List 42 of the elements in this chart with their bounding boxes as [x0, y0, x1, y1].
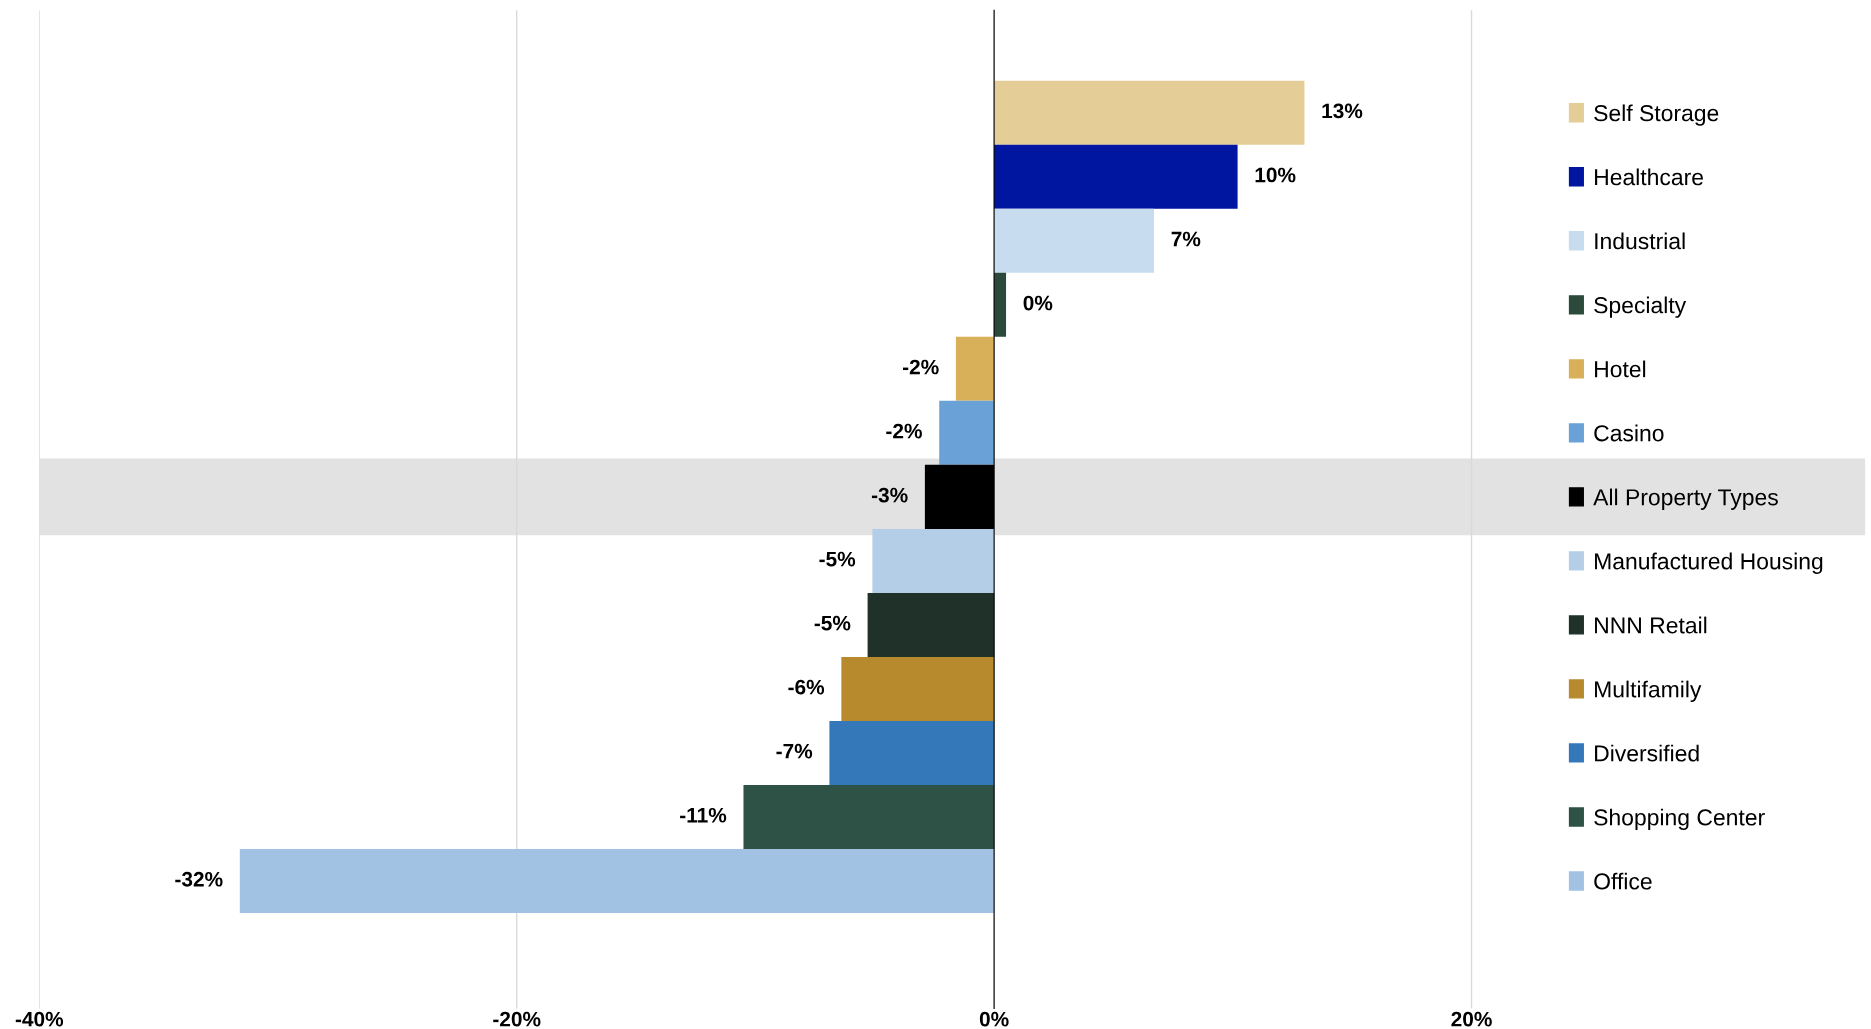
- bar: [955, 336, 995, 401]
- y-tick-label: Healthcare: [1595, 168, 1703, 186]
- y-tick-label: Hotel: [1595, 360, 1646, 378]
- y-tick-label: Manufactured Housing: [1595, 552, 1823, 574]
- y-tick-label: All Property Types: [1593, 488, 1778, 510]
- y-tick-label: Multifamily: [1595, 680, 1702, 702]
- y-tick-label: Self Storage: [1594, 104, 1719, 126]
- y-tick-label: Casino: [1594, 424, 1664, 442]
- data-label: -7%: [776, 743, 813, 759]
- y-tick-label: Office: [1594, 872, 1652, 890]
- x-tick-label: -40%: [15, 1011, 64, 1027]
- y-tick-label: Shopping Center: [1594, 808, 1765, 831]
- bar: [994, 208, 1155, 273]
- x-tick-label: -20%: [493, 1011, 541, 1027]
- x-tick-label: 20%: [1451, 1011, 1492, 1027]
- bar: [994, 272, 1007, 337]
- data-label: 0%: [1023, 295, 1053, 311]
- y-tick-label: Specialty: [1594, 296, 1687, 318]
- y-tick-label: Diversified: [1595, 744, 1699, 762]
- bar: [743, 784, 995, 849]
- y-tick-label: NNN Retail: [1595, 616, 1707, 634]
- bar: [939, 400, 995, 465]
- data-label: -2%: [902, 359, 939, 375]
- y-tick-label: Industrial: [1595, 232, 1685, 250]
- bar: [867, 592, 995, 657]
- data-label: -5%: [819, 551, 856, 567]
- data-label: -2%: [886, 423, 922, 439]
- data-label: 10%: [1255, 167, 1296, 183]
- x-tick-label: 0%: [979, 1011, 1009, 1027]
- data-label: -6%: [788, 679, 825, 695]
- bar: [872, 528, 995, 593]
- data-label: -3%: [871, 487, 908, 503]
- bar: [829, 720, 995, 785]
- bar: [994, 80, 1305, 145]
- data-label: -11%: [680, 807, 727, 823]
- data-label: -32%: [175, 871, 223, 887]
- data-label: 13%: [1322, 103, 1363, 119]
- bar: [994, 144, 1238, 209]
- data-label: -5%: [814, 615, 851, 631]
- data-label: 7%: [1171, 231, 1201, 247]
- bar: [239, 849, 995, 914]
- bar: [841, 656, 995, 721]
